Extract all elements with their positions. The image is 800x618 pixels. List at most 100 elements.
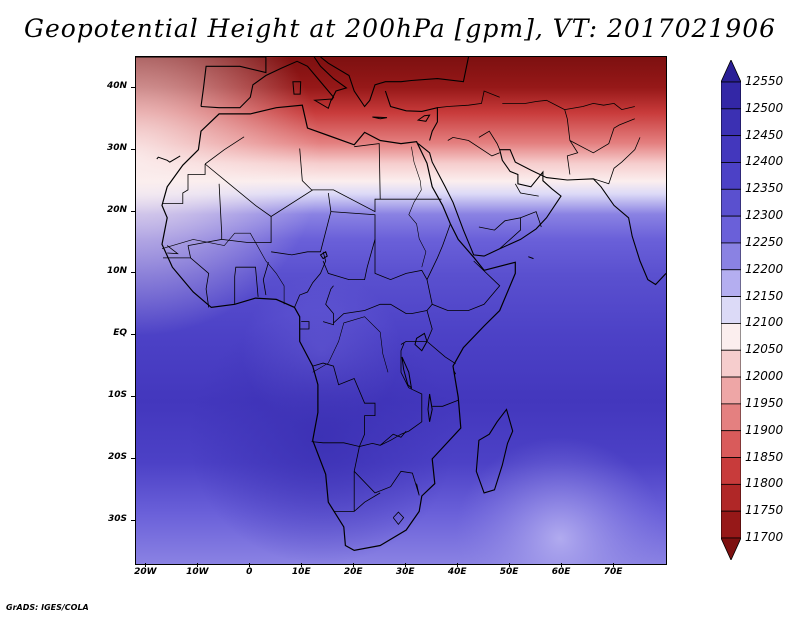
- country-border: [374, 223, 451, 281]
- lon-tick: [561, 563, 563, 567]
- lon-tick: [509, 563, 511, 567]
- country-border: [162, 164, 206, 204]
- colorbar-swatch: [720, 510, 742, 539]
- country-border: [333, 492, 381, 512]
- europe-south-coastline: [200, 57, 348, 109]
- lon-tick: [145, 563, 147, 567]
- colorbar-swatch: [720, 215, 742, 244]
- colorbar-level-label: 12300: [745, 208, 784, 223]
- arabia-coastline: [417, 143, 666, 286]
- country-border: [299, 148, 313, 191]
- colorbar-swatch: [720, 457, 742, 485]
- colorbar-level-label: 11950: [745, 395, 784, 410]
- colorbar-level-label: 12350: [745, 181, 784, 196]
- lat-label: EQ: [113, 328, 127, 339]
- colorbar-swatch: [720, 242, 742, 271]
- balkan-coastline: [320, 57, 470, 108]
- colorbar-swatch: [720, 108, 742, 137]
- colorbar-level-label: 12150: [745, 288, 784, 303]
- colorbar-level-label: 12500: [745, 100, 784, 115]
- colorbar-swatch: [720, 296, 742, 324]
- lat-tick: [131, 396, 135, 398]
- lat-label: 20S: [107, 451, 127, 462]
- lat-tick: [131, 86, 135, 88]
- colorbar-level-label: 11700: [745, 530, 784, 544]
- lat-label: 20N: [106, 204, 127, 215]
- colorbar-level-label: 12050: [745, 342, 784, 357]
- lat-tick: [131, 210, 135, 212]
- lon-label: 20E: [343, 567, 363, 577]
- lon-tick: [613, 563, 615, 567]
- colorbar-swatch: [720, 188, 742, 217]
- country-border: [166, 245, 179, 255]
- sicily-coastline: [313, 98, 333, 110]
- lon-label: 60E: [551, 567, 571, 577]
- colorbar-swatch: [720, 430, 742, 458]
- lon-tick: [353, 563, 355, 567]
- colorbar-swatch: [720, 135, 742, 163]
- colorbar-level-label: 11800: [745, 476, 784, 491]
- lat-label: 30N: [106, 142, 127, 153]
- socotra: [528, 256, 534, 260]
- country-border: [187, 183, 223, 246]
- coastlines: [136, 57, 666, 552]
- colorbar-level-label: 12400: [745, 154, 784, 169]
- levant-coastline: [384, 90, 438, 141]
- lon-label: 10E: [291, 567, 311, 577]
- country-border: [204, 136, 245, 165]
- colorbar-level-label: 12250: [745, 234, 784, 249]
- country-border: [514, 183, 539, 197]
- lake-victoria: [414, 332, 428, 352]
- colorbar-swatch: [720, 323, 742, 351]
- country-border: [187, 245, 210, 308]
- lat-label: 40N: [106, 80, 127, 91]
- iberia-coastline: [136, 57, 267, 107]
- lon-tick: [249, 563, 251, 567]
- country-border: [426, 304, 456, 365]
- country-border: [333, 303, 428, 324]
- africa-coastline: [161, 104, 516, 552]
- lat-tick: [131, 334, 135, 336]
- map-frame: [135, 56, 667, 565]
- colorbar-bottom-arrow: [720, 537, 742, 561]
- colorbar-top-arrow: [720, 59, 742, 83]
- colorbar: [720, 59, 742, 561]
- lon-label: 30E: [395, 567, 415, 577]
- sardinia-coastline: [292, 81, 302, 95]
- lat-label: 10N: [106, 266, 127, 277]
- colorbar-swatch: [720, 269, 742, 297]
- lon-label: 50E: [499, 567, 519, 577]
- country-border: [478, 130, 501, 150]
- lat-tick: [131, 457, 135, 459]
- country-border: [271, 192, 332, 256]
- country-border: [569, 118, 635, 154]
- lat-label: 30S: [107, 513, 127, 524]
- country-border: [564, 102, 635, 111]
- lon-label: 20W: [134, 567, 157, 577]
- lon-tick: [405, 563, 407, 567]
- country-border: [299, 321, 310, 330]
- zanzibar: [453, 370, 457, 375]
- country-border: [400, 343, 410, 388]
- chart-title: Geopotential Height at 200hPa [gpm], VT:…: [23, 14, 777, 43]
- river-line: [312, 316, 389, 373]
- river-line: [161, 232, 285, 305]
- colorbar-swatch: [720, 81, 742, 110]
- colorbar-level-label: 12100: [745, 315, 784, 330]
- country-border: [294, 251, 327, 308]
- colorbar-swatch: [720, 162, 742, 190]
- colorbar-level-label: 12550: [745, 74, 784, 88]
- river-line: [408, 146, 427, 268]
- lon-label: 0: [246, 567, 253, 577]
- country-border: [311, 441, 360, 512]
- colorbar-level-label: 11750: [745, 503, 784, 518]
- colorbar-swatch: [720, 483, 742, 512]
- country-border: [204, 163, 442, 217]
- country-border: [392, 511, 405, 526]
- country-border: [262, 262, 269, 296]
- country-border: [502, 99, 579, 175]
- country-border: [426, 260, 501, 311]
- country-border: [432, 399, 459, 407]
- lat-tick: [131, 148, 135, 150]
- colorbar-swatch: [720, 349, 742, 378]
